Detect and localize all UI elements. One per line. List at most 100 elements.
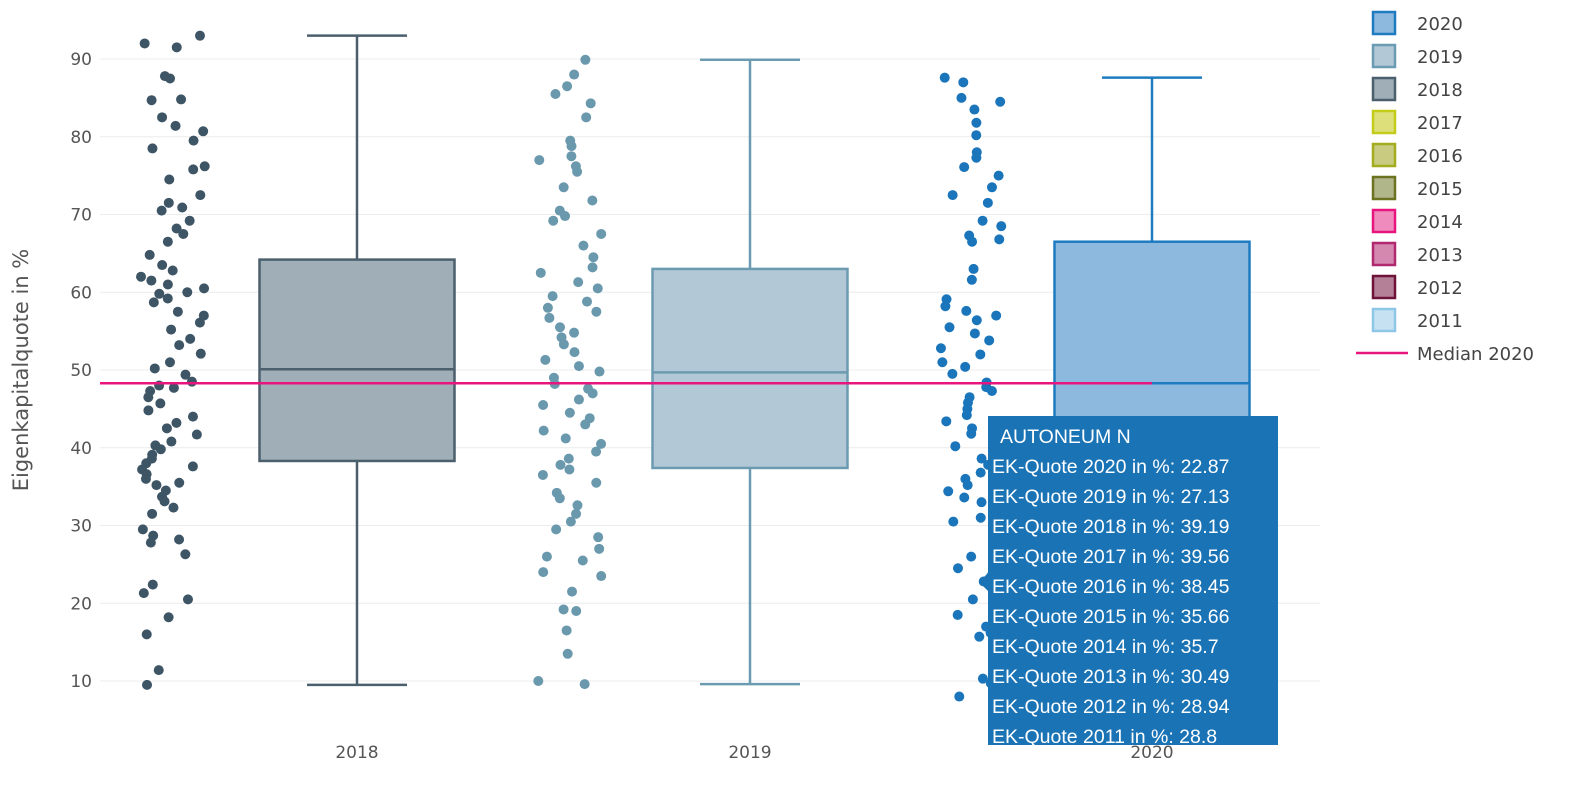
data-point[interactable]	[178, 228, 189, 239]
data-point[interactable]	[986, 385, 997, 396]
data-point[interactable]	[174, 477, 185, 488]
data-point[interactable]	[961, 305, 972, 316]
data-point[interactable]	[975, 349, 986, 360]
data-point[interactable]	[153, 665, 164, 676]
data-point[interactable]	[569, 69, 580, 80]
data-point[interactable]	[148, 297, 159, 308]
data-point[interactable]	[587, 195, 598, 206]
data-point[interactable]	[571, 508, 582, 519]
data-point[interactable]	[147, 579, 158, 590]
data-point[interactable]	[147, 508, 158, 519]
data-point[interactable]	[548, 215, 559, 226]
data-point[interactable]	[580, 54, 591, 65]
data-point[interactable]	[593, 532, 604, 543]
data-point[interactable]	[544, 312, 555, 323]
data-point[interactable]	[947, 368, 958, 379]
data-point[interactable]	[171, 42, 182, 53]
data-point[interactable]	[587, 388, 598, 399]
data-point[interactable]	[146, 95, 157, 106]
data-point[interactable]	[540, 354, 551, 365]
data-point[interactable]	[156, 205, 167, 216]
data-point[interactable]	[966, 551, 977, 562]
data-point[interactable]	[563, 453, 574, 464]
data-point[interactable]	[975, 467, 986, 478]
data-point[interactable]	[977, 215, 988, 226]
data-point[interactable]	[566, 151, 577, 162]
data-point[interactable]	[186, 376, 197, 387]
data-point[interactable]	[569, 327, 580, 338]
data-point[interactable]	[551, 524, 562, 535]
data-point[interactable]	[558, 339, 569, 350]
data-point[interactable]	[592, 283, 603, 294]
legend-item-2019[interactable]: 2019	[1371, 43, 1463, 69]
data-point[interactable]	[971, 152, 982, 163]
data-point[interactable]	[157, 260, 168, 271]
legend-item-2011[interactable]: 2011	[1371, 307, 1463, 333]
data-point[interactable]	[161, 423, 172, 434]
data-point[interactable]	[199, 161, 210, 172]
data-point[interactable]	[195, 190, 206, 201]
data-point[interactable]	[167, 265, 178, 276]
data-point[interactable]	[163, 197, 174, 208]
data-point[interactable]	[567, 586, 578, 597]
data-point[interactable]	[960, 361, 971, 372]
data-point[interactable]	[579, 679, 590, 690]
data-point[interactable]	[534, 155, 545, 166]
legend-item-2018[interactable]: 2018	[1371, 76, 1463, 102]
data-point[interactable]	[538, 425, 549, 436]
data-point[interactable]	[976, 497, 987, 508]
data-point[interactable]	[541, 551, 552, 562]
data-point[interactable]	[174, 534, 185, 545]
data-point[interactable]	[596, 571, 607, 582]
data-point[interactable]	[582, 296, 593, 307]
data-point[interactable]	[184, 215, 195, 226]
data-point[interactable]	[558, 604, 569, 615]
data-point[interactable]	[147, 143, 158, 154]
legend-item-2017[interactable]: 2017	[1371, 109, 1463, 135]
box-2018[interactable]	[258, 258, 456, 463]
data-point[interactable]	[535, 267, 546, 278]
legend-item-2020[interactable]: 2020	[1371, 10, 1463, 36]
data-point[interactable]	[971, 117, 982, 128]
data-point[interactable]	[952, 609, 963, 620]
data-point[interactable]	[943, 486, 954, 497]
data-point[interactable]	[954, 691, 965, 702]
data-point[interactable]	[939, 72, 950, 83]
data-point[interactable]	[564, 407, 575, 418]
data-point[interactable]	[940, 301, 951, 312]
data-point[interactable]	[188, 164, 199, 175]
data-point[interactable]	[565, 516, 576, 527]
data-point[interactable]	[199, 283, 210, 294]
data-point[interactable]	[560, 433, 571, 444]
data-point[interactable]	[944, 322, 955, 333]
data-point[interactable]	[180, 369, 191, 380]
data-point[interactable]	[573, 394, 584, 405]
data-point[interactable]	[996, 221, 1007, 232]
data-point[interactable]	[194, 30, 205, 41]
legend-item-2013[interactable]: 2013	[1371, 241, 1463, 267]
data-point[interactable]	[564, 464, 575, 475]
data-point[interactable]	[982, 197, 993, 208]
data-point[interactable]	[571, 606, 582, 617]
data-point[interactable]	[538, 399, 549, 410]
data-point[interactable]	[187, 411, 198, 422]
data-point[interactable]	[596, 438, 607, 449]
data-point[interactable]	[162, 236, 173, 247]
legend-item-2015[interactable]: 2015	[1371, 175, 1463, 201]
data-point[interactable]	[162, 293, 173, 304]
data-point[interactable]	[139, 38, 150, 49]
data-point[interactable]	[950, 441, 961, 452]
legend-item-2014[interactable]: 2014	[1371, 208, 1463, 234]
data-point[interactable]	[968, 263, 979, 274]
data-point[interactable]	[140, 473, 151, 484]
data-point[interactable]	[168, 502, 179, 513]
data-point[interactable]	[993, 170, 1004, 181]
data-point[interactable]	[558, 182, 569, 193]
data-point[interactable]	[560, 211, 571, 222]
data-point[interactable]	[145, 537, 156, 548]
data-point[interactable]	[151, 480, 162, 491]
data-point[interactable]	[171, 417, 182, 428]
data-point[interactable]	[143, 392, 154, 403]
data-point[interactable]	[596, 228, 607, 239]
data-point[interactable]	[176, 94, 187, 105]
